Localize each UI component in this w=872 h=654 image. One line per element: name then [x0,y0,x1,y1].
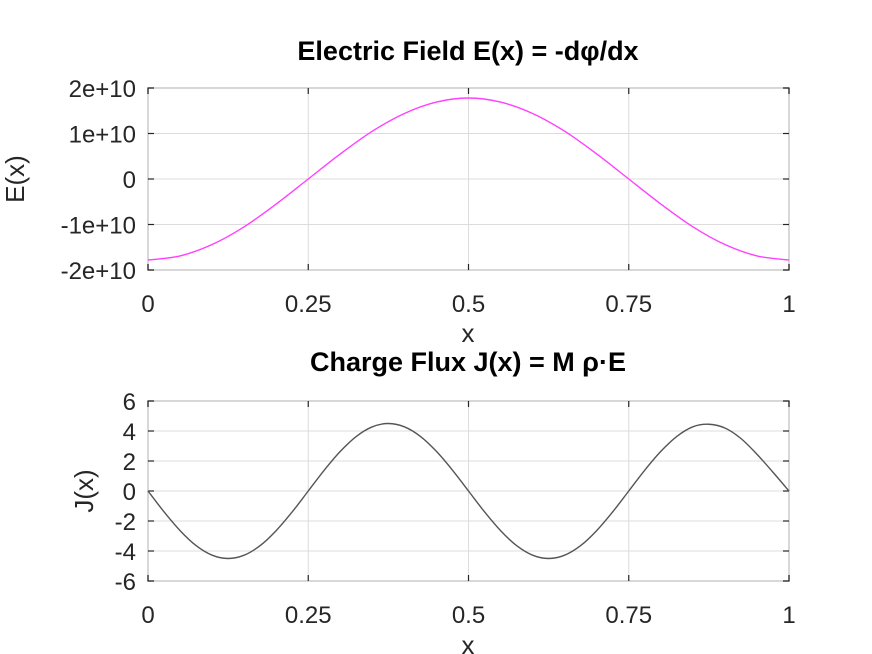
y-tick-label: -2e+10 [61,258,136,285]
tick-marks [147,87,790,271]
chart-title: Charge Flux J(x) = M ρ·E [310,347,626,377]
series-layer [147,97,790,261]
y-tick-label: 2 [123,449,136,476]
y-axis-label: J(x) [69,469,99,512]
x-tick-label: 0.75 [605,291,652,318]
x-tick-labels: 0 0.25 0.5 0.75 1 [141,291,795,318]
x-tick-label: 1 [782,291,795,318]
series-line [147,422,790,560]
y-tick-label: 1e+10 [69,122,136,149]
y-tick-label: -1e+10 [61,213,136,240]
chart-title: Electric Field E(x) = -dφ/dx [297,36,638,66]
tick-marks [147,400,790,582]
charge-flux-chart: Charge Flux J(x) = M ρ·E -6 -4 -2 0 2 4 6 0 0.2… [69,347,796,654]
x-tick-label: 0 [141,291,154,318]
x-tick-label: 1 [782,602,795,629]
series-line [147,97,790,261]
y-tick-label: 0 [123,479,136,506]
y-tick-label: 6 [123,389,136,416]
x-tick-label: 0.75 [605,602,652,629]
x-tick-label: 0.5 [452,291,485,318]
y-tick-label: -6 [115,569,136,596]
y-tick-label: -4 [115,539,136,566]
x-tick-label: 0 [141,602,154,629]
x-tick-label: 0.25 [285,291,332,318]
x-axis-label: x [462,318,475,348]
y-axis-label: E(x) [0,155,30,203]
series-layer [147,422,790,560]
electric-field-chart: Electric Field E(x) = -dφ/dx -2e+10 -1e+1… [0,36,796,348]
x-tick-labels: 0 0.25 0.5 0.75 1 [141,602,795,629]
y-tick-label: 0 [123,167,136,194]
y-tick-label: 2e+10 [69,76,136,103]
y-tick-label: -2 [115,509,136,536]
x-tick-label: 0.25 [285,602,332,629]
y-tick-labels: -6 -4 -2 0 2 4 6 [115,389,136,596]
x-tick-label: 0.5 [452,602,485,629]
y-tick-label: 4 [123,419,136,446]
x-axis-label: x [462,630,475,654]
y-tick-labels: -2e+10 -1e+10 0 1e+10 2e+10 [61,76,136,285]
